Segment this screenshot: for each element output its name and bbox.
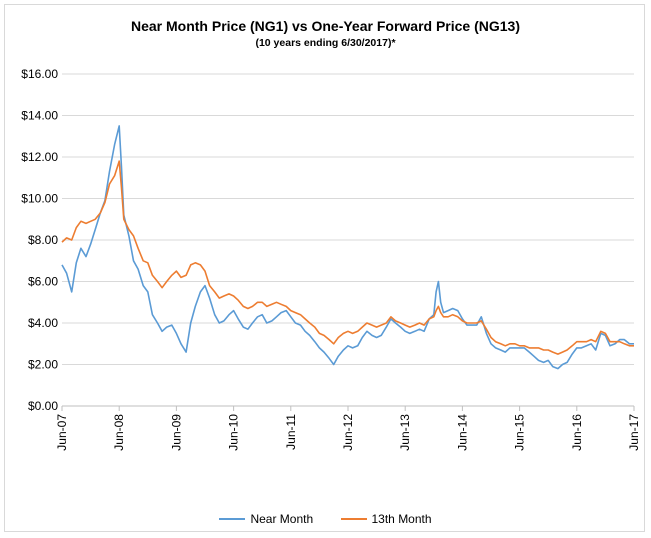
- series-line-near-month: [61, 125, 634, 370]
- y-tick-label: $10.00: [21, 192, 58, 206]
- y-tick-label: $12.00: [21, 150, 58, 164]
- y-tick-label: $0.00: [28, 399, 58, 413]
- x-tick-label: Jun-11: [284, 414, 298, 450]
- y-tick-label: $8.00: [28, 233, 58, 247]
- legend-item-13th-month: 13th Month: [340, 512, 432, 526]
- x-tick-label: Jun-14: [455, 414, 469, 451]
- chart-frame: [4, 4, 645, 532]
- legend-item-near-month: Near Month: [219, 512, 313, 526]
- legend-swatch-13th-month: [340, 518, 367, 520]
- legend-swatch-near-month: [219, 518, 246, 520]
- x-tick-label: Jun-12: [341, 414, 355, 451]
- y-tick-label: $16.00: [21, 67, 58, 81]
- series-layer: [61, 125, 634, 370]
- legend-label-near-month: Near Month: [250, 512, 314, 526]
- x-tick-label: Jun-09: [169, 414, 183, 451]
- series-line-13th-month: [61, 160, 634, 355]
- x-tick-label: Jun-17: [627, 414, 641, 451]
- legend: Near Month 13th Month: [0, 509, 651, 526]
- x-tick-label: Jun-13: [398, 414, 412, 451]
- legend-label-13th-month: 13th Month: [371, 512, 432, 526]
- y-tick-label: $4.00: [28, 316, 58, 330]
- chart-subtitle: (10 years ending 6/30/2017)*: [255, 37, 396, 49]
- x-tick-label: Jun-16: [570, 414, 584, 451]
- x-tick-label: Jun-15: [513, 414, 527, 451]
- x-tick-label: Jun-10: [227, 414, 241, 451]
- gridlines: [62, 73, 634, 365]
- chart-title: Near Month Price (NG1) vs One-Year Forwa…: [130, 18, 520, 34]
- y-tick-label: $2.00: [28, 358, 58, 372]
- y-tick-label: $14.00: [21, 109, 58, 123]
- axes: $0.00 $2.00 $4.00 $6.00 $8.00 $10.00 $12.00 $14…: [21, 67, 641, 451]
- x-tick-label: Jun-07: [55, 414, 69, 451]
- x-tick-label: Jun-08: [112, 414, 126, 451]
- y-tick-label: $6.00: [28, 275, 58, 289]
